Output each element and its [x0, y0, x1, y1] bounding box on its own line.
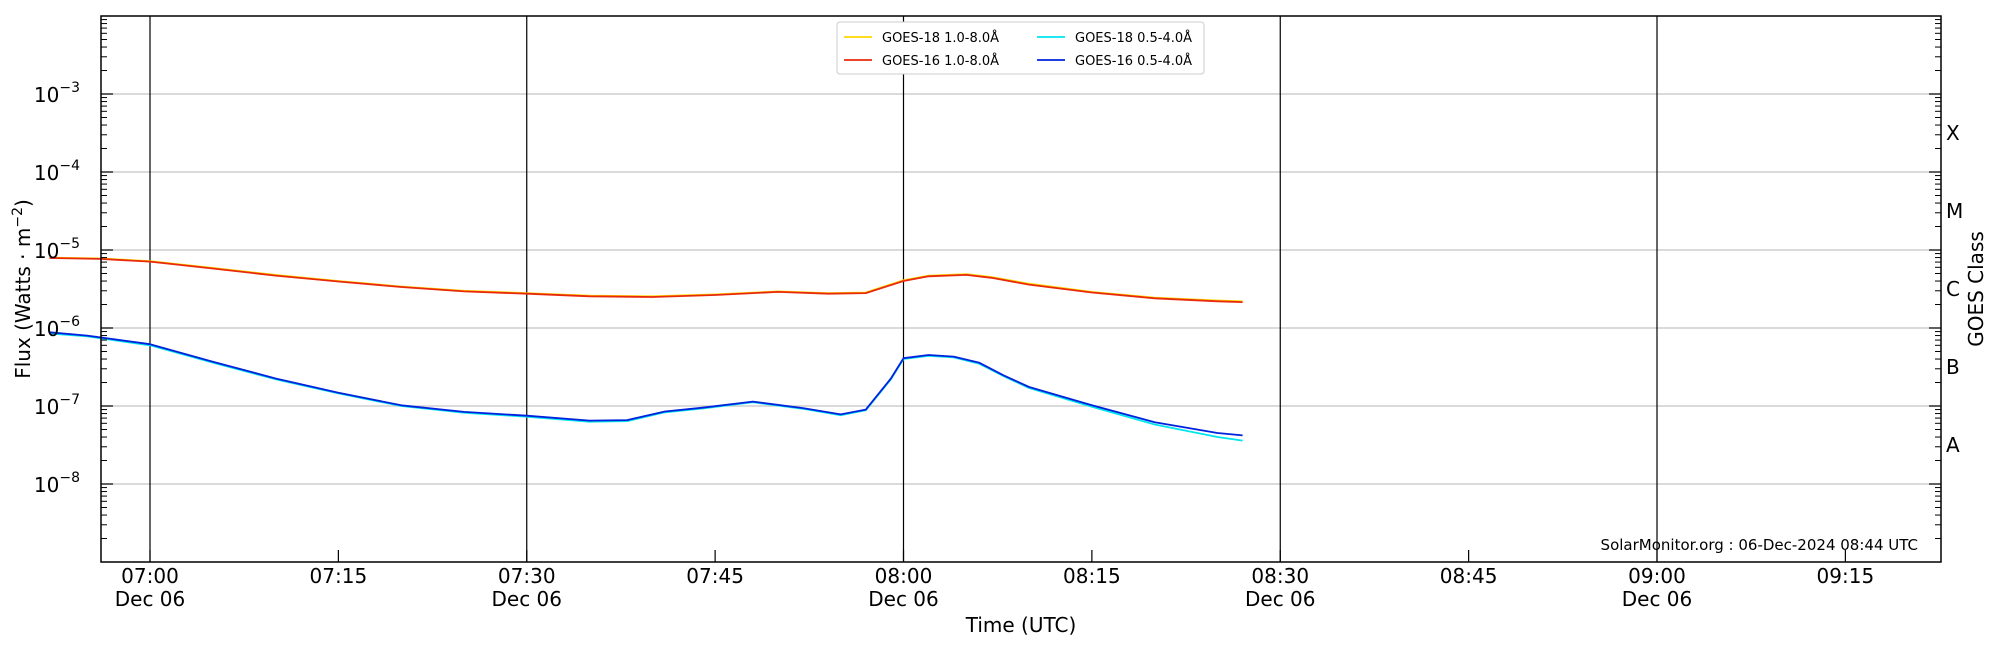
- series-line: [49, 256, 1243, 303]
- goes-class-label: A: [1946, 433, 1960, 457]
- legend-label: GOES-16 0.5-4.0Å: [1075, 53, 1192, 69]
- x-tick-label: 07:00: [121, 564, 179, 588]
- goes-class-label: X: [1946, 121, 1960, 145]
- goes-class-label: M: [1946, 199, 1963, 223]
- legend-label: GOES-18 1.0-8.0Å: [882, 30, 999, 46]
- y-tick-label: 10−6: [34, 314, 80, 341]
- x-tick-date-label: Dec 06: [868, 587, 939, 611]
- series-lines: [49, 256, 1243, 442]
- x-tick-label: 07:15: [310, 564, 368, 588]
- right-axis-title: GOES Class: [1964, 231, 1988, 347]
- series-line: [49, 257, 1243, 303]
- goes-class-label: C: [1946, 277, 1960, 301]
- legend-box: [836, 21, 1205, 75]
- x-tick-label: 08:30: [1251, 564, 1309, 588]
- y-tick-label: 10−4: [34, 158, 80, 185]
- x-tick-date-label: Dec 06: [115, 587, 186, 611]
- plot-frame: [100, 15, 1942, 563]
- grid-lines: [101, 93, 1941, 485]
- x-tick-label: 08:00: [875, 564, 933, 588]
- y-tick-label: 10−7: [34, 392, 80, 419]
- x-tick-date-label: Dec 06: [1622, 587, 1693, 611]
- series-line: [49, 331, 1243, 437]
- day-half-hour-markers: [149, 16, 1658, 562]
- x-tick-label: 09:15: [1817, 564, 1875, 588]
- x-tick-label: 07:45: [686, 564, 744, 588]
- y-tick-label: 10−5: [34, 236, 80, 263]
- x-tick-label: 08:15: [1063, 564, 1121, 588]
- x-axis-title: Time (UTC): [965, 613, 1077, 637]
- y-tick-label: 10−8: [34, 470, 80, 497]
- y-axis-title: Flux (Watts · m−2): [10, 199, 35, 379]
- legend-label: GOES-18 0.5-4.0Å: [1075, 30, 1192, 46]
- y-tick-label: 10−3: [34, 80, 80, 107]
- x-tick-label: 08:45: [1440, 564, 1498, 588]
- series-line: [49, 332, 1243, 442]
- x-tick-date-label: Dec 06: [1245, 587, 1316, 611]
- goes-class-label: B: [1946, 355, 1960, 379]
- x-tick-label: 07:30: [498, 564, 556, 588]
- legend-label: GOES-16 1.0-8.0Å: [882, 53, 999, 69]
- legend: GOES-18 1.0-8.0Å GOES-16 1.0-8.0Å GOES-18 …: [836, 21, 1205, 75]
- credit-text: SolarMonitor.org : 06-Dec-2024 08:44 UTC: [1601, 536, 1918, 554]
- x-tick-label: 09:00: [1628, 564, 1686, 588]
- x-tick-date-label: Dec 06: [491, 587, 562, 611]
